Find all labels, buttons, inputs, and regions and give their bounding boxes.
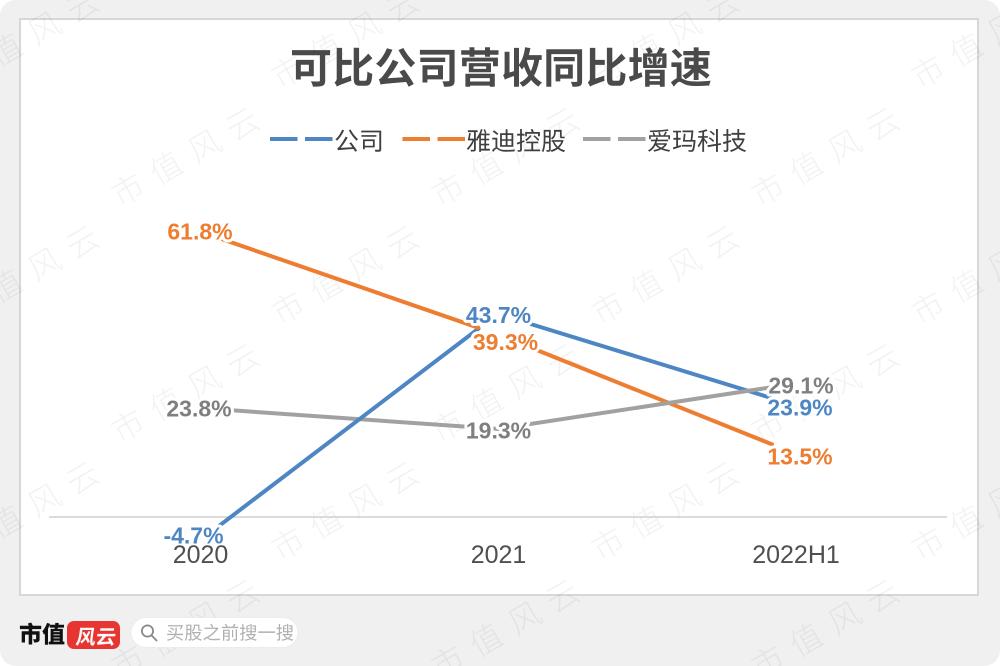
svg-text:39.3%: 39.3%: [473, 329, 538, 355]
svg-text:29.1%: 29.1%: [768, 372, 833, 398]
svg-text:23.8%: 23.8%: [166, 395, 231, 421]
svg-text:29.1%: 29.1%: [768, 372, 833, 398]
svg-text:23.9%: 23.9%: [767, 394, 832, 420]
svg-text:-4.7%: -4.7%: [163, 522, 223, 548]
svg-text:13.5%: 13.5%: [767, 443, 832, 469]
svg-text:2021: 2021: [471, 541, 527, 569]
svg-text:19.3%: 19.3%: [466, 417, 531, 443]
svg-text:43.7%: 43.7%: [466, 302, 531, 328]
svg-text:43.7%: 43.7%: [466, 302, 531, 328]
svg-text:23.8%: 23.8%: [166, 395, 231, 421]
svg-text:2022H1: 2022H1: [752, 541, 840, 569]
svg-text:23.9%: 23.9%: [767, 394, 832, 420]
svg-text:61.8%: 61.8%: [167, 218, 232, 244]
svg-text:39.3%: 39.3%: [473, 329, 538, 355]
svg-text:13.5%: 13.5%: [767, 443, 832, 469]
svg-text:-4.7%: -4.7%: [163, 522, 223, 548]
svg-text:19.3%: 19.3%: [466, 417, 531, 443]
svg-text:2020: 2020: [173, 541, 229, 569]
svg-text:61.8%: 61.8%: [167, 218, 232, 244]
